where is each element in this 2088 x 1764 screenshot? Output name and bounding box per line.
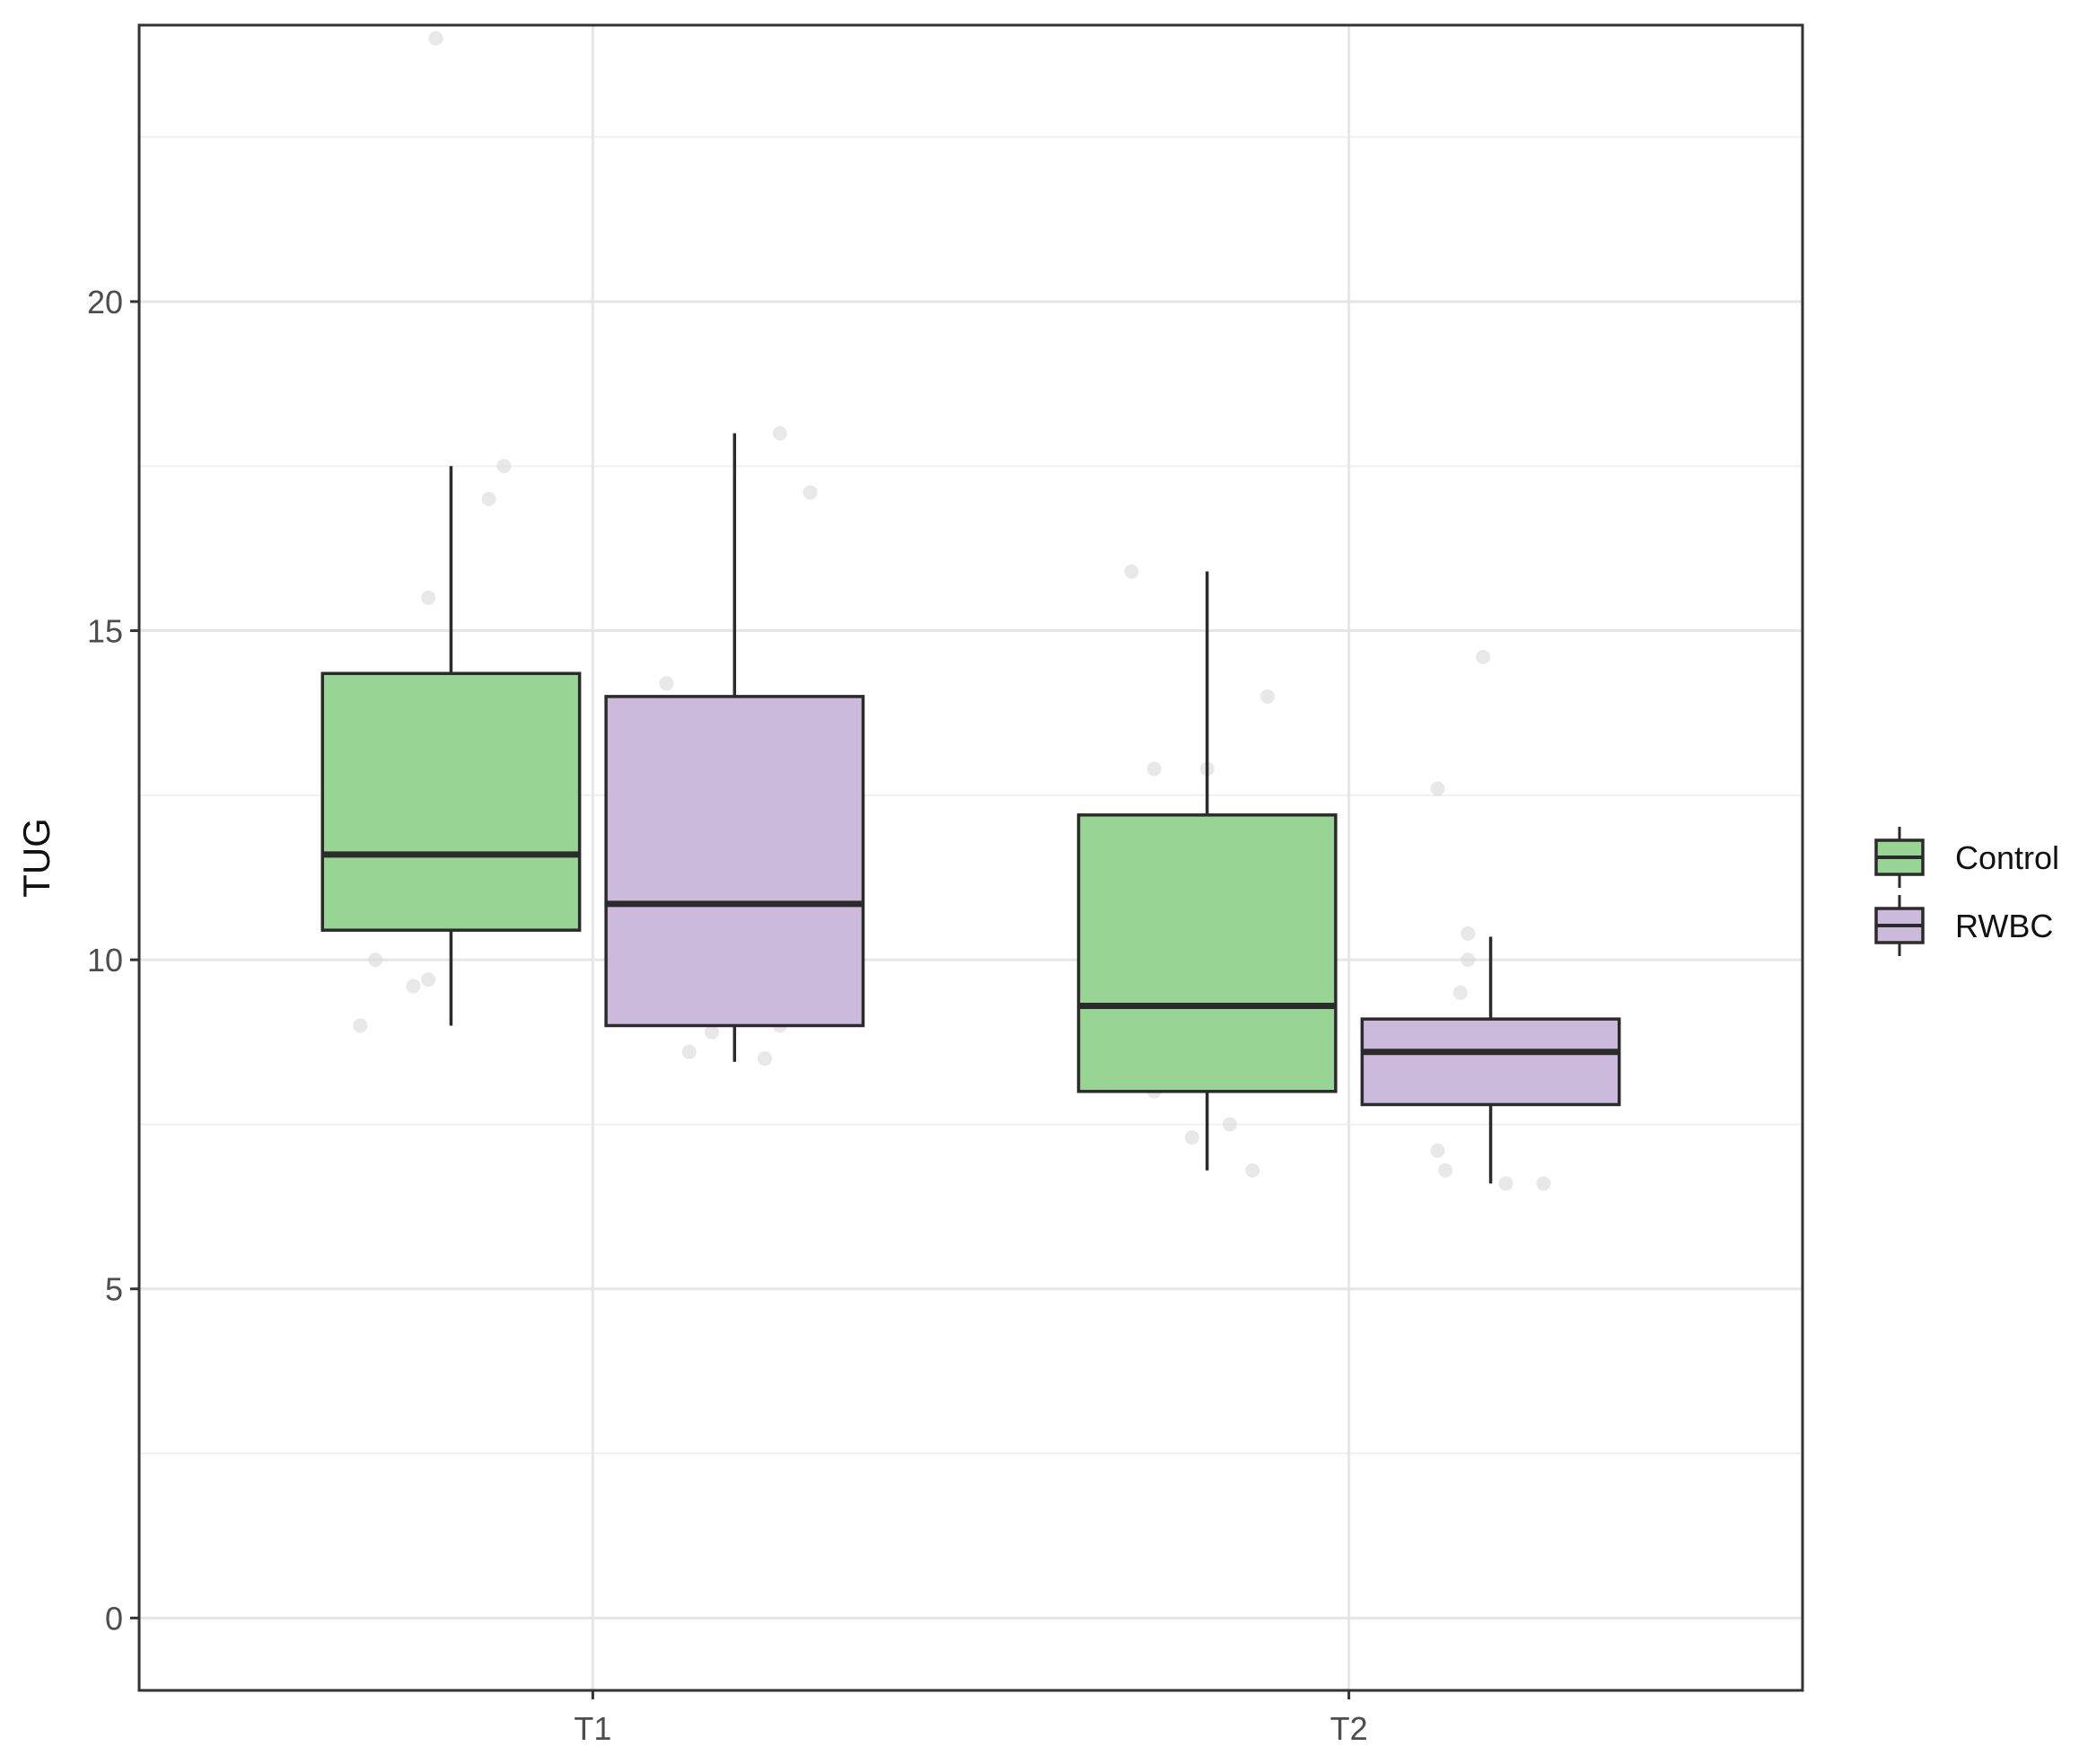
y-axis: 0 5 10 15 20 <box>87 284 139 1637</box>
legend-label: RWBC <box>1955 908 2053 944</box>
data-point <box>481 491 496 506</box>
box-body <box>1360 1017 1621 1107</box>
x-tick-label: T1 <box>574 1710 611 1747</box>
data-point <box>1438 1163 1453 1178</box>
legend-item-control: Control <box>1874 827 2059 888</box>
box-control-t1 <box>320 466 582 1026</box>
data-point <box>1245 1163 1260 1178</box>
data-point <box>1260 689 1276 704</box>
x-tick-label: T2 <box>1330 1710 1368 1747</box>
data-point <box>1124 564 1139 579</box>
data-point <box>496 459 512 474</box>
data-point <box>353 1018 368 1033</box>
box-control-t2 <box>1076 571 1338 1171</box>
data-point <box>772 426 787 441</box>
data-point <box>1452 985 1468 1000</box>
data-point <box>1461 952 1476 968</box>
data-point <box>1146 761 1162 777</box>
data-point <box>1222 1117 1237 1132</box>
box-rwbc-t2 <box>1360 936 1621 1184</box>
data-point <box>1476 649 1491 664</box>
data-point <box>1498 1176 1513 1191</box>
y-tick-label: 20 <box>87 284 123 320</box>
x-axis: T1 T2 <box>574 1690 1368 1747</box>
y-tick-label: 5 <box>105 1271 123 1308</box>
legend-item-rwbc: RWBC <box>1874 895 2053 956</box>
data-point <box>1430 1143 1445 1158</box>
data-point <box>681 1044 697 1059</box>
data-point <box>1461 926 1476 941</box>
data-point <box>406 979 421 994</box>
y-axis-title: TUG <box>15 818 57 898</box>
box-body <box>320 671 582 932</box>
legend: Control RWBC <box>1874 827 2059 956</box>
data-point <box>757 1051 772 1066</box>
y-tick-label: 0 <box>105 1600 123 1637</box>
box-body <box>604 695 865 1028</box>
data-point <box>705 1024 720 1040</box>
legend-label: Control <box>1955 839 2059 876</box>
data-point <box>659 676 674 691</box>
y-tick-label: 15 <box>87 613 123 650</box>
data-point <box>368 952 383 968</box>
y-tick-label: 10 <box>87 942 123 979</box>
data-point <box>428 31 443 46</box>
data-point <box>803 485 818 500</box>
data-point <box>421 972 436 987</box>
box-body <box>1076 813 1338 1093</box>
box-rwbc-t1 <box>604 433 865 1062</box>
data-point <box>1184 1130 1199 1145</box>
boxes <box>320 433 1621 1184</box>
data-point <box>1430 781 1445 796</box>
data-point <box>421 590 436 605</box>
data-point <box>1536 1176 1551 1191</box>
plot-border <box>137 23 1804 1692</box>
